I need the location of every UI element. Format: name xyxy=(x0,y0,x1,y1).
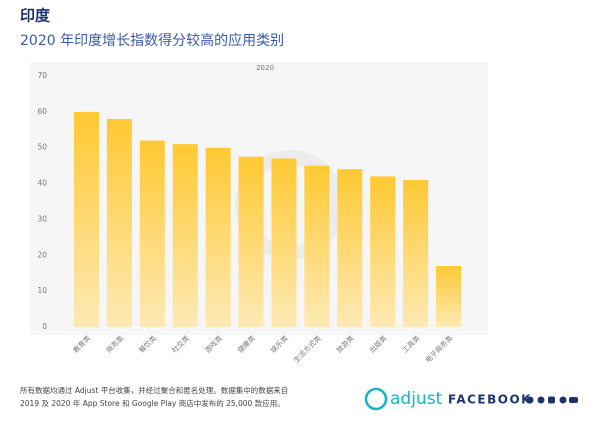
footer-note: 所有数据均通过 Adjust 平台收集，并经过聚合和匿名处理。数据集中的数据来自 xyxy=(20,385,288,395)
chart-title: 印度 xyxy=(20,7,51,25)
x-tick-label: 出版类 xyxy=(367,333,388,354)
footer-note: 2019 及 2020 年 App Store 和 Google Play 商店… xyxy=(20,398,285,408)
bar xyxy=(73,111,99,327)
x-tick-label: 教育类 xyxy=(71,333,92,354)
bar xyxy=(271,158,297,327)
bar xyxy=(139,140,165,327)
bar xyxy=(370,176,396,327)
facebook-logo: FACEBOOK xyxy=(448,393,532,407)
x-tick-label: 游戏类 xyxy=(203,333,224,354)
x-tick-label: 娱乐类 xyxy=(269,333,290,354)
bar xyxy=(106,119,132,328)
adjust-logo: adjust xyxy=(390,389,443,409)
social-icons xyxy=(526,396,578,404)
x-tick-label: 电子商务类 xyxy=(423,333,454,364)
x-tick-label: 旅游类 xyxy=(334,333,355,354)
legend-label: 2020 xyxy=(256,64,274,72)
bar xyxy=(436,266,462,327)
x-tick-label: 健康类 xyxy=(236,333,257,354)
y-tick-label: 40 xyxy=(37,179,47,188)
bar xyxy=(337,169,363,327)
x-tick-label: 生活方式类 xyxy=(292,333,323,364)
bar xyxy=(304,165,330,327)
y-tick-label: 20 xyxy=(37,250,47,259)
x-tick-label: 餐饮类 xyxy=(137,333,158,354)
bar xyxy=(205,147,231,327)
y-tick-label: 70 xyxy=(37,71,47,80)
y-tick-label: 50 xyxy=(37,143,47,152)
bar xyxy=(172,144,198,327)
bar xyxy=(238,156,264,327)
y-tick-label: 60 xyxy=(37,107,47,116)
chart-subtitle: 2020 年印度增长指数得分较高的应用类别 xyxy=(20,32,284,49)
y-tick-label: 30 xyxy=(37,214,47,223)
y-tick-label: 0 xyxy=(42,322,47,331)
bar xyxy=(403,179,429,327)
x-tick-label: 社交类 xyxy=(170,333,191,354)
x-tick-label: 工具类 xyxy=(400,333,421,354)
adjust-logo-icon xyxy=(364,387,388,411)
x-tick-label: 商务类 xyxy=(104,333,125,354)
y-tick-label: 10 xyxy=(37,286,47,295)
